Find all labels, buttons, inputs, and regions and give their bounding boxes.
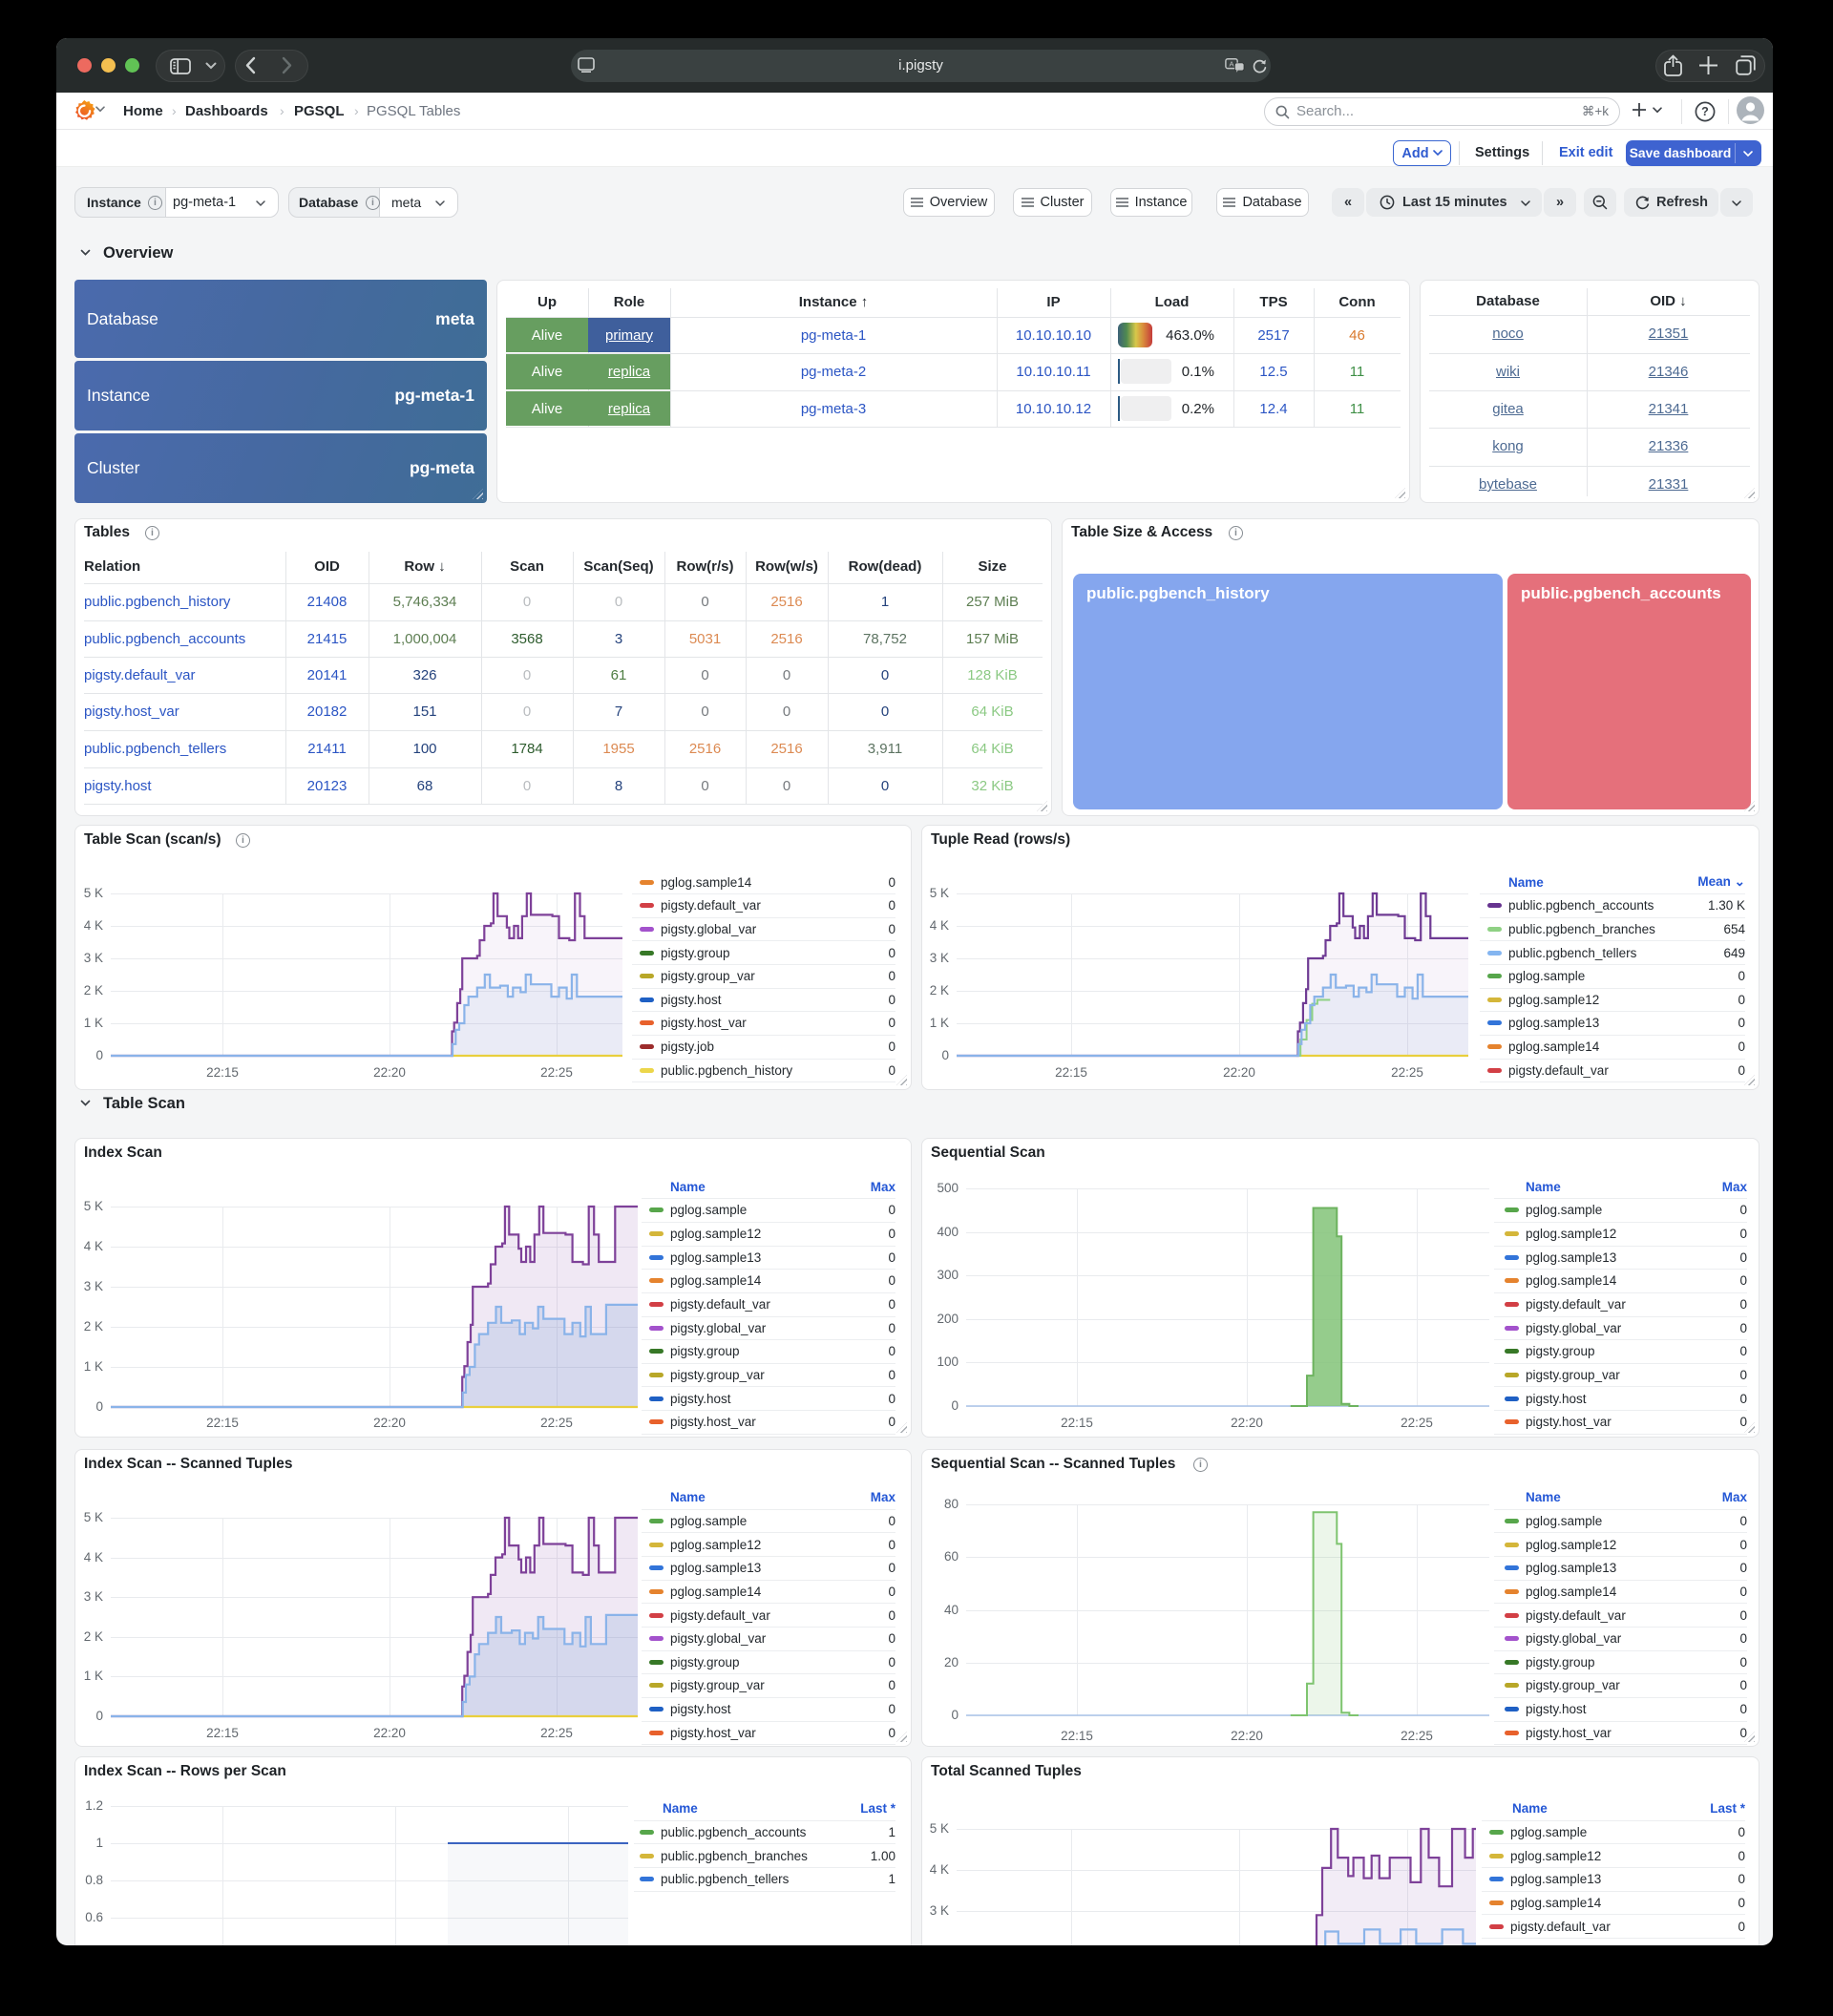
svg-text:?: ?	[1701, 105, 1709, 118]
svg-text:A: A	[1230, 59, 1234, 68]
